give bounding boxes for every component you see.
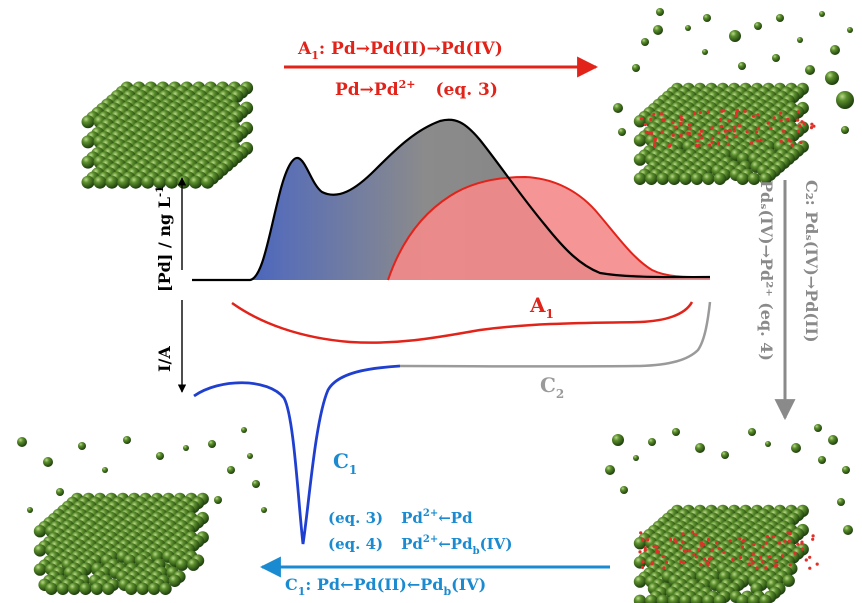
a1-anodic-current-curve xyxy=(231,301,694,344)
current-response-plot: I/A xyxy=(155,300,712,545)
c2-label: C2 xyxy=(540,373,564,401)
dissolution-profile-plot: [Pd] / ng L-1 xyxy=(155,118,711,292)
c1-label: C1 xyxy=(333,449,357,477)
equation-4: (eq. 4) Pd2+←Pdb(IV) xyxy=(328,534,512,557)
anodic-reaction-eq3: Pd→Pd2+ (eq. 3) xyxy=(335,78,498,100)
pd-slab-reduced-dissolving-icon xyxy=(17,427,267,595)
c2-cathodic-current-curve xyxy=(399,301,712,368)
pd-slab-oxidized-icon xyxy=(613,8,854,185)
upper-y-axis-label: [Pd] / ng L-1 xyxy=(155,186,174,292)
c1-cathodic-current-curve xyxy=(193,364,401,545)
pd-slab-oxidized-dissolving-icon xyxy=(605,424,853,603)
lower-y-axis-label: I/A xyxy=(155,346,174,372)
anodic-arrow-label: A1: Pd→Pd(II)→Pd(IV) xyxy=(297,39,503,62)
a1-contribution-curve xyxy=(387,175,711,281)
equation-3: (eq. 3) Pd2+←Pd xyxy=(328,508,473,527)
cathodic-c2-eq4: Pdₛ(IV)→Pd²⁺ (eq. 4) xyxy=(757,180,776,361)
pd-slab-intact-icon xyxy=(81,81,254,189)
total-dissolution-curve xyxy=(192,118,711,282)
cathodic-c2-label: C₂: Pdₛ(IV)→Pd(II) xyxy=(802,180,821,343)
cathodic-c1-arrow-label: C1: Pd←Pd(II)←Pdb(IV) xyxy=(285,575,486,598)
a1-label: A1 xyxy=(529,293,554,321)
